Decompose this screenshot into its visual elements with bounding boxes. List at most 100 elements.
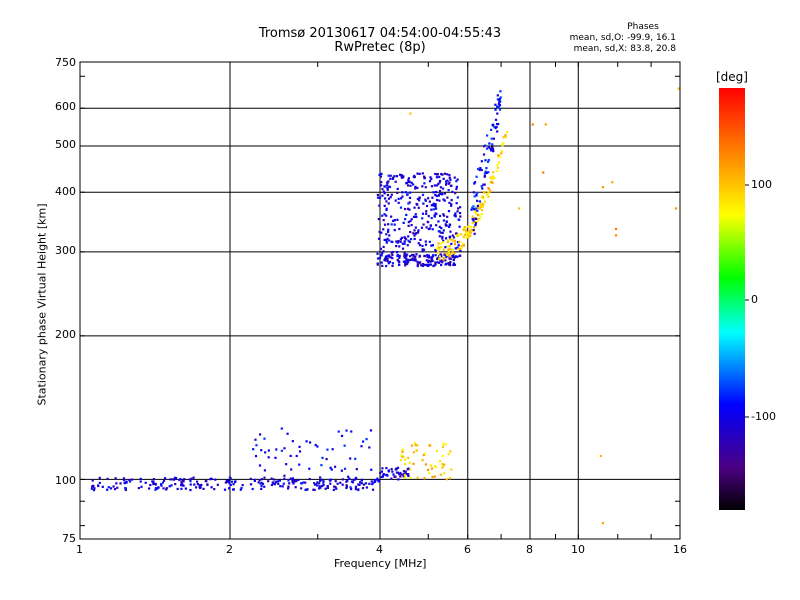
data-point <box>438 257 441 260</box>
data-point <box>402 221 405 224</box>
data-point <box>435 194 438 198</box>
data-point <box>437 252 440 255</box>
data-point <box>455 185 458 188</box>
data-point <box>459 233 462 236</box>
data-point <box>216 483 219 486</box>
data-point <box>398 227 401 231</box>
data-point <box>223 488 227 491</box>
data-point <box>447 182 451 185</box>
data-point <box>474 224 477 227</box>
data-point <box>162 487 165 490</box>
data-point <box>316 481 319 484</box>
data-point <box>368 446 371 449</box>
data-point <box>446 240 450 244</box>
data-point <box>183 478 186 481</box>
data-point <box>445 262 448 265</box>
data-point <box>289 477 292 480</box>
data-point <box>387 223 390 226</box>
data-point <box>382 250 385 253</box>
data-point <box>431 244 435 247</box>
data-point <box>106 477 109 481</box>
data-point <box>352 478 355 482</box>
data-point <box>429 260 432 263</box>
data-point <box>291 477 294 480</box>
data-point <box>122 478 126 481</box>
data-point <box>188 478 192 481</box>
data-point <box>430 256 433 259</box>
data-point <box>398 473 401 476</box>
data-point <box>360 482 363 485</box>
data-point <box>413 206 416 209</box>
data-point <box>438 246 441 250</box>
data-point <box>466 235 469 238</box>
data-point <box>316 445 319 448</box>
data-point <box>424 243 428 246</box>
y-tick-label-600: 600 <box>55 100 76 113</box>
data-point <box>90 487 94 490</box>
data-point <box>380 184 383 187</box>
data-point <box>434 203 437 206</box>
data-point <box>339 481 342 484</box>
data-point <box>427 259 431 262</box>
data-point <box>438 181 441 184</box>
data-point <box>430 208 433 211</box>
data-point <box>226 480 229 483</box>
data-point <box>374 480 377 483</box>
data-point <box>393 475 396 478</box>
data-point <box>398 245 401 248</box>
data-point <box>449 450 452 453</box>
y-tick-label-300: 300 <box>55 244 76 257</box>
data-point <box>410 253 414 257</box>
data-point <box>209 477 213 480</box>
data-point <box>502 142 505 145</box>
data-point <box>406 184 410 187</box>
data-point <box>489 149 493 152</box>
data-point <box>380 172 383 176</box>
data-point <box>480 160 483 163</box>
data-point <box>448 257 451 260</box>
data-point <box>496 163 499 167</box>
data-point <box>465 229 468 232</box>
data-point <box>181 482 184 486</box>
x-tick-label-10: 10 <box>571 543 585 556</box>
data-point <box>440 263 443 267</box>
data-point <box>288 482 291 485</box>
data-point <box>154 482 157 486</box>
data-point <box>444 237 448 240</box>
data-point <box>443 192 447 195</box>
data-point <box>379 247 382 251</box>
data-point <box>160 484 163 487</box>
data-point <box>412 215 416 218</box>
data-point <box>388 255 391 258</box>
data-point <box>425 210 428 213</box>
data-point <box>544 123 547 126</box>
data-point <box>440 242 443 245</box>
data-point <box>425 212 428 215</box>
data-point <box>258 464 262 467</box>
data-point <box>475 221 479 224</box>
data-point <box>437 230 440 233</box>
data-point <box>402 473 405 477</box>
data-point <box>232 488 235 491</box>
data-point <box>381 475 384 478</box>
data-point <box>397 260 400 263</box>
data-point <box>443 199 446 202</box>
data-point <box>390 477 393 480</box>
data-point <box>396 258 399 262</box>
data-point <box>445 256 448 259</box>
data-point <box>204 479 207 483</box>
data-point <box>287 487 290 490</box>
data-point <box>418 172 421 175</box>
data-point <box>399 475 402 478</box>
data-point <box>385 264 388 268</box>
data-point <box>395 251 399 254</box>
data-point <box>350 480 354 483</box>
data-point <box>405 259 408 262</box>
data-point <box>423 176 427 180</box>
data-point <box>249 477 252 480</box>
data-point <box>447 263 450 266</box>
data-point <box>409 255 412 258</box>
data-point <box>409 112 412 115</box>
data-point <box>410 238 413 241</box>
data-point <box>430 259 433 262</box>
